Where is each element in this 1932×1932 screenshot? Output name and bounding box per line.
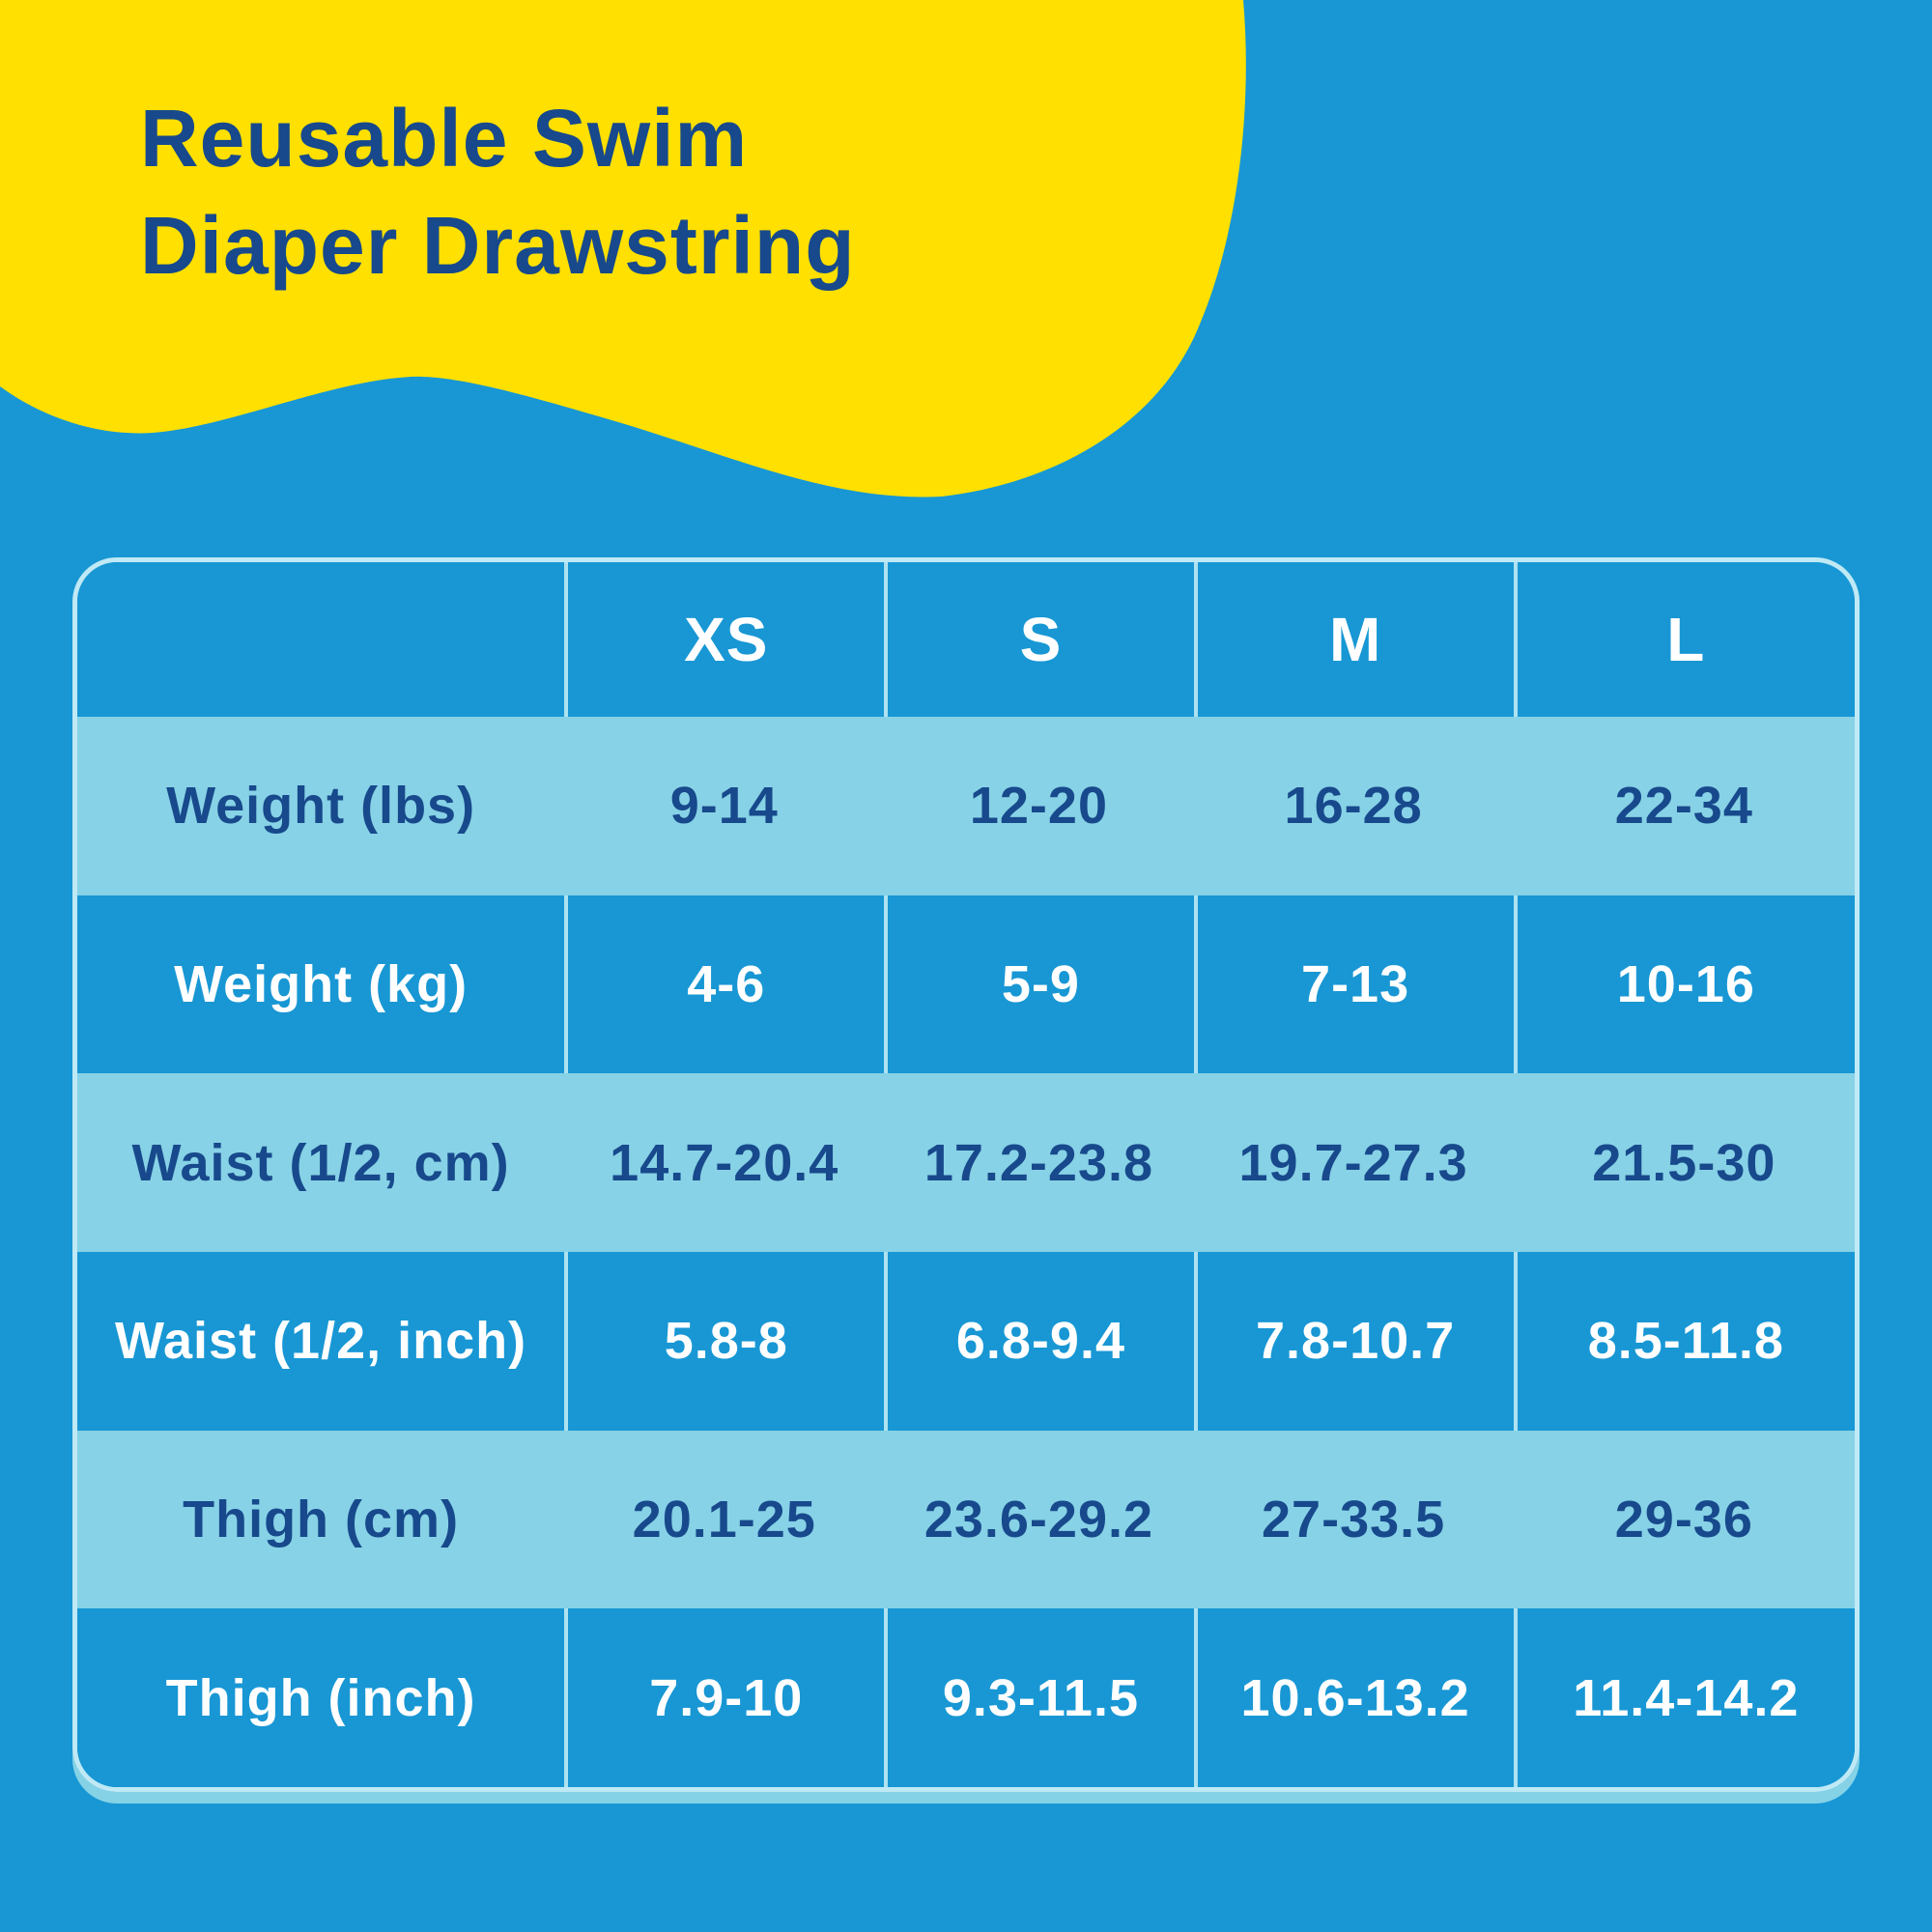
value-cell: 27-33.5 [1262, 1491, 1446, 1549]
table-row-weight-lbs: Weight (lbs) 9-14 12-20 16-28 22-34 [77, 717, 1855, 895]
value-cell: 9.3-11.5 [884, 1608, 1193, 1787]
row-label-cell: Waist (1/2, inch) [115, 1312, 527, 1371]
value-cell: 5.8-8 [564, 1252, 884, 1431]
value-cell: 29-36 [1614, 1491, 1753, 1549]
table-row-thigh-cm: Thigh (cm) 20.1-25 23.6-29.2 27-33.5 29-… [77, 1430, 1855, 1609]
value-cell: 9-14 [669, 777, 779, 836]
page-title-line2: Diaper Drawstring [140, 199, 856, 291]
row-label-cell: Thigh (cm) [183, 1491, 460, 1549]
row-label-cell: Weight (kg) [174, 955, 469, 1013]
row-label-cell: Thigh (inch) [165, 1668, 476, 1727]
value-cell: 23.6-29.2 [923, 1491, 1154, 1549]
size-chart-table: XS S M L Weight (lbs) 9-14 12-20 16-28 2… [72, 557, 1860, 1792]
value-cell: 10-16 [1513, 895, 1855, 1074]
column-header-xs: XS [564, 562, 884, 717]
value-cell: 19.7-27.3 [1238, 1133, 1468, 1192]
table-row-waist-cm: Waist (1/2, cm) 14.7-20.4 17.2-23.8 19.7… [77, 1073, 1855, 1253]
value-cell: 12-20 [969, 777, 1108, 836]
column-header-l: L [1513, 562, 1855, 717]
value-cell: 7.8-10.7 [1193, 1252, 1514, 1431]
column-header-m: M [1193, 562, 1514, 717]
value-cell: 22-34 [1614, 777, 1753, 836]
column-header-s: S [884, 562, 1193, 717]
value-cell: 14.7-20.4 [610, 1133, 839, 1192]
value-cell: 21.5-30 [1592, 1133, 1776, 1192]
blob-path [0, 0, 1246, 497]
table-row-thigh-inch: Thigh (inch) 7.9-10 9.3-11.5 10.6-13.2 1… [77, 1608, 1855, 1787]
value-cell: 16-28 [1284, 777, 1423, 836]
value-cell: 5-9 [884, 895, 1193, 1074]
page-title-line1: Reusable Swim [140, 93, 749, 184]
value-cell: 8.5-11.8 [1513, 1252, 1855, 1431]
value-cell: 20.1-25 [632, 1491, 816, 1549]
table-row-waist-inch: Waist (1/2, inch) 5.8-8 6.8-9.4 7.8-10.7… [77, 1252, 1855, 1431]
value-cell: 17.2-23.8 [923, 1133, 1154, 1192]
row-label-cell: Waist (1/2, cm) [131, 1133, 510, 1192]
table-row-weight-kg: Weight (kg) 4-6 5-9 7-13 10-16 [77, 895, 1855, 1074]
header-cell-empty [77, 562, 564, 717]
value-cell: 11.4-14.2 [1513, 1608, 1855, 1787]
value-cell: 10.6-13.2 [1193, 1608, 1514, 1787]
row-label-cell: Weight (lbs) [166, 777, 476, 836]
value-cell: 7-13 [1193, 895, 1514, 1074]
value-cell: 6.8-9.4 [884, 1252, 1193, 1431]
value-cell: 4-6 [564, 895, 884, 1074]
page-title: Reusable Swim Diaper Drawstring [140, 85, 856, 299]
value-cell: 7.9-10 [564, 1608, 884, 1787]
table-header-row: XS S M L [77, 562, 1855, 717]
